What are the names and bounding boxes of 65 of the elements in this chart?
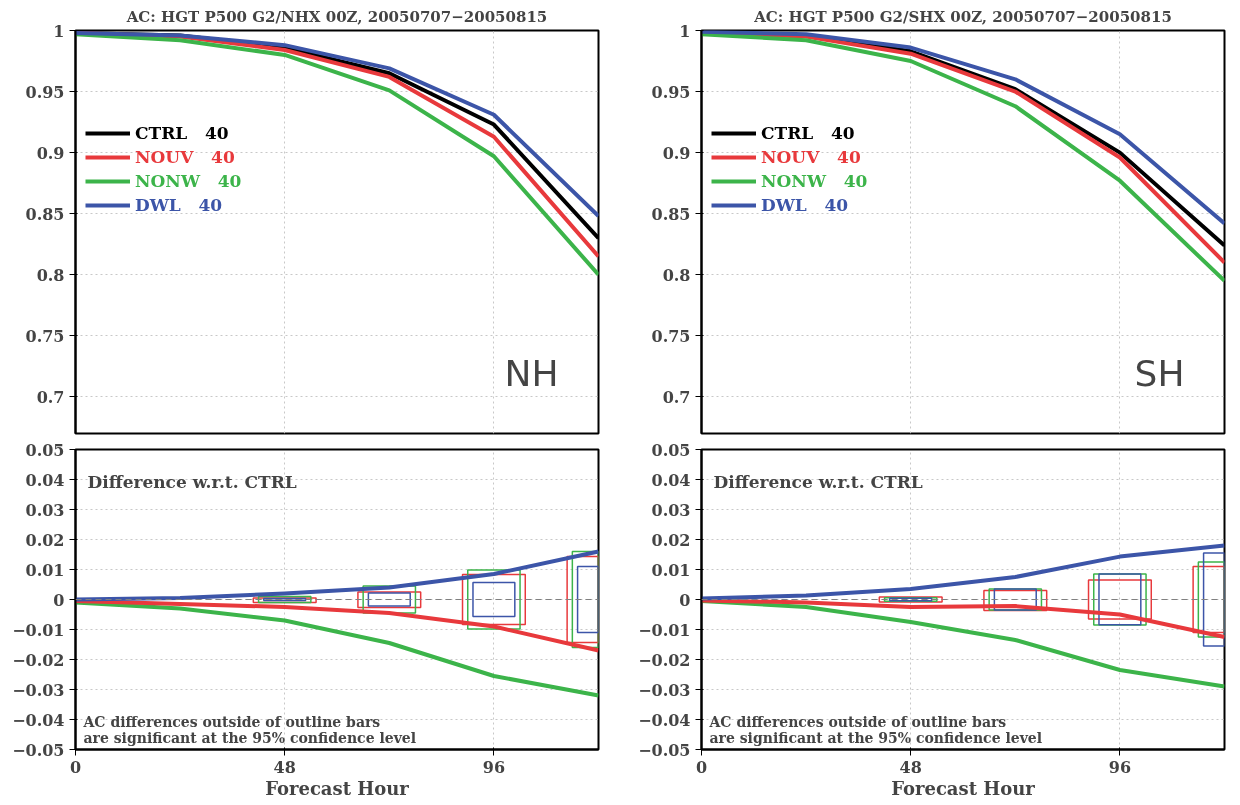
y-tick-label: 0.05 xyxy=(651,440,691,460)
x-tick-label: 96 xyxy=(482,757,506,777)
legend-label: NOUV 40 xyxy=(135,147,235,167)
legend-label: DWL 40 xyxy=(135,195,223,215)
y-tick-label: −0.04 xyxy=(12,710,65,730)
annotation: Difference w.r.t. CTRL xyxy=(87,471,297,492)
y-tick-label: −0.05 xyxy=(12,740,65,760)
y-tick-label: 0.95 xyxy=(651,82,691,102)
y-tick-label: 0.03 xyxy=(651,500,691,520)
y-tick-label: −0.04 xyxy=(638,710,691,730)
x-tick-label: 0 xyxy=(695,757,708,777)
line-series xyxy=(701,599,1225,689)
y-tick-label: 0.95 xyxy=(25,82,65,102)
y-tick-label: 0.9 xyxy=(662,143,691,163)
y-tick-label: 0.03 xyxy=(25,500,65,520)
y-tick-label: 0.7 xyxy=(662,387,691,407)
y-tick-label: 0.75 xyxy=(25,326,65,346)
legend-label: NONW 40 xyxy=(135,171,242,191)
y-tick-label: 0.04 xyxy=(651,470,691,490)
annotation: AC differences outside of outline bars xyxy=(708,713,1007,730)
y-tick-label: 0.04 xyxy=(25,470,65,490)
y-tick-label: −0.03 xyxy=(638,680,691,700)
y-tick-label: −0.05 xyxy=(638,740,691,760)
y-tick-label: 0.01 xyxy=(651,560,691,580)
x-tick-label: 48 xyxy=(899,757,922,777)
y-tick-label: 0.05 xyxy=(25,440,65,460)
annotation: Difference w.r.t. CTRL xyxy=(713,471,923,492)
line-series xyxy=(75,600,599,698)
x-tick-label: 48 xyxy=(273,757,296,777)
legend-label: CTRL 40 xyxy=(135,123,229,143)
y-tick-label: −0.01 xyxy=(12,620,65,640)
y-tick-label: 0.7 xyxy=(36,387,65,407)
annotation: are significant at the 95% confidence level xyxy=(709,729,1042,746)
x-tick-label: 0 xyxy=(69,757,82,777)
legend-label: NONW 40 xyxy=(761,171,868,191)
x-tick-label: 96 xyxy=(1108,757,1132,777)
y-tick-label: 0.85 xyxy=(651,204,691,224)
y-tick-label: 0.85 xyxy=(25,204,65,224)
y-tick-label: 0.8 xyxy=(662,265,691,285)
x-axis-title: Forecast Hour xyxy=(891,777,1036,799)
annotation: NH xyxy=(504,352,559,394)
y-tick-label: −0.01 xyxy=(638,620,691,640)
y-tick-label: −0.02 xyxy=(12,650,65,670)
annotation: SH xyxy=(1134,352,1185,394)
legend-label: CTRL 40 xyxy=(761,123,855,143)
y-tick-label: 0.75 xyxy=(651,326,691,346)
annotation: are significant at the 95% confidence level xyxy=(83,729,416,746)
y-tick-label: 0 xyxy=(679,590,691,610)
y-tick-label: 0.02 xyxy=(651,530,691,550)
y-tick-label: −0.03 xyxy=(12,680,65,700)
x-axis-title: Forecast Hour xyxy=(265,777,410,799)
y-tick-label: 0.8 xyxy=(36,265,65,285)
chart-title: AC: HGT P500 G2/NHX 00Z, 20050707−20050815 xyxy=(125,7,548,26)
y-tick-label: 0.02 xyxy=(25,530,65,550)
y-tick-label: 0.9 xyxy=(36,143,65,163)
legend-label: NOUV 40 xyxy=(761,147,861,167)
y-tick-label: −0.02 xyxy=(638,650,691,670)
y-tick-label: 0 xyxy=(53,590,65,610)
y-tick-label: 1 xyxy=(53,21,65,41)
chart-title: AC: HGT P500 G2/SHX 00Z, 20050707−20050815 xyxy=(753,7,1172,26)
line-series xyxy=(701,543,1225,601)
annotation: AC differences outside of outline bars xyxy=(82,713,381,730)
y-tick-label: 1 xyxy=(679,21,691,41)
y-tick-label: 0.01 xyxy=(25,560,65,580)
legend-label: DWL 40 xyxy=(761,195,849,215)
